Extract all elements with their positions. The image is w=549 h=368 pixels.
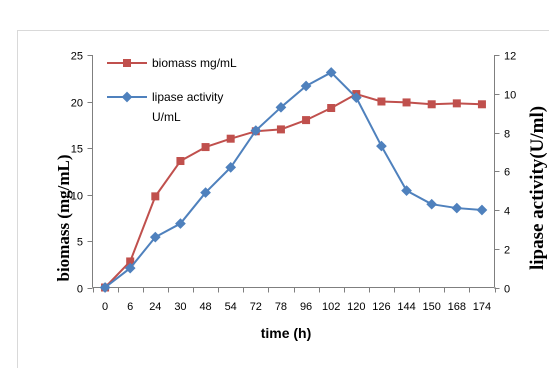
x-axis-tick-label: 6 xyxy=(127,301,133,313)
biomass-mg-ml-point-2 xyxy=(152,193,159,200)
y-axis-title-right: lipase activity(U/ml) xyxy=(527,106,548,270)
y-axis-title-left: biomass (mg/mL) xyxy=(54,154,73,281)
biomass-mg-ml-point-14 xyxy=(453,100,460,107)
y-axis-right-tick-label: 8 xyxy=(504,129,510,141)
x-axis-tick-label: 48 xyxy=(199,301,211,313)
y-axis-left-tick-label: 20 xyxy=(71,98,83,110)
x-axis-tick-label: 54 xyxy=(225,301,237,313)
y-axis-left-tick-label: 15 xyxy=(71,144,83,156)
x-axis-tick-label: 174 xyxy=(473,301,491,313)
lipase-activity-u-ml-point-14 xyxy=(452,203,462,213)
biomass-mg-ml-point-12 xyxy=(403,99,410,106)
biomass-mg-ml-legend-marker xyxy=(123,59,130,66)
x-axis-tick-label: 78 xyxy=(275,301,287,313)
x-axis-tick-label: 30 xyxy=(174,301,186,313)
x-axis-tick-label: 102 xyxy=(322,301,340,313)
lipase-activity-u-ml-point-11 xyxy=(377,141,387,151)
lipase-activity-u-ml-point-12 xyxy=(402,186,412,196)
y-axis-left-tick-label: 25 xyxy=(71,51,83,63)
y-axis-right-tick-label: 6 xyxy=(504,167,510,179)
y-axis-right-tick-label: 0 xyxy=(504,284,510,296)
biomass-mg-ml-point-8 xyxy=(302,117,309,124)
biomass-mg-ml-point-11 xyxy=(378,98,385,105)
x-axis-tick-label: 96 xyxy=(300,301,312,313)
chart-frame xyxy=(18,31,549,368)
biomass-mg-ml-point-5 xyxy=(227,135,234,142)
y-axis-right-tick-label: 4 xyxy=(504,206,510,218)
y-axis-right-tick-label: 10 xyxy=(504,90,516,102)
biomass-mg-ml-point-7 xyxy=(277,126,284,133)
y-axis-left-tick-label: 5 xyxy=(77,237,83,249)
y-axis-right-tick-label: 12 xyxy=(504,51,516,63)
lipase-activity-u-ml-point-13 xyxy=(427,199,437,209)
lipase-activity-u-ml-point-15 xyxy=(477,205,487,215)
legend-swatches xyxy=(107,59,147,101)
legend-label-lipase-activity: lipase activity U/mL xyxy=(152,87,240,127)
lipase-activity-u-ml-legend-marker xyxy=(122,92,132,102)
y-axis-right-tick-label: 2 xyxy=(504,245,510,257)
y-axis-left-tick-label: 0 xyxy=(77,284,83,296)
x-axis-tick-label: 0 xyxy=(102,301,108,313)
biomass-mg-ml-point-4 xyxy=(202,143,209,150)
x-axis-tick-label: 126 xyxy=(372,301,390,313)
x-axis-tick-label: 120 xyxy=(347,301,365,313)
x-axis-tick-label: 168 xyxy=(448,301,466,313)
x-axis-tick-label: 150 xyxy=(423,301,441,313)
x-axis-tick-label: 24 xyxy=(149,301,161,313)
biomass-mg-ml-point-13 xyxy=(428,101,435,108)
x-axis-tick-label: 144 xyxy=(397,301,415,313)
biomass-mg-ml-point-9 xyxy=(328,104,335,111)
legend-label-biomass: biomass mg/mL xyxy=(152,53,272,73)
x-axis-title: time (h) xyxy=(261,325,312,341)
biomass-mg-ml-point-3 xyxy=(177,157,184,164)
x-axis-tick-label: 72 xyxy=(250,301,262,313)
biomass-mg-ml-point-15 xyxy=(478,101,485,108)
